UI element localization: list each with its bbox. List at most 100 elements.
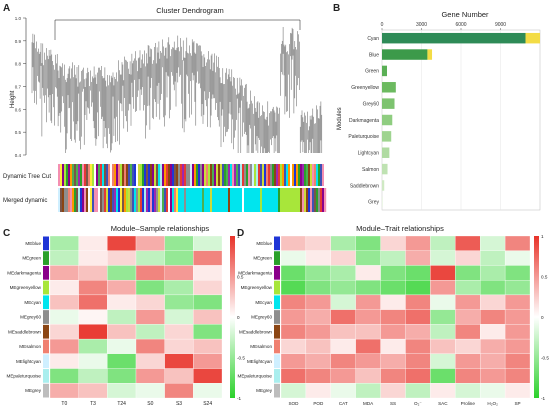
row-color-swatch	[274, 280, 280, 295]
heatmap-cell	[280, 309, 307, 325]
heatmap-cell	[49, 324, 79, 340]
heatmap-cell	[430, 368, 456, 384]
heatmap-cell	[430, 235, 456, 251]
bar-category-label: Saddlebrown	[350, 183, 379, 189]
heatmap-cell	[430, 309, 456, 325]
bar-highlight-cyan	[525, 32, 540, 44]
heatmap-cell	[504, 383, 531, 399]
bar-green	[382, 65, 388, 77]
heatmap-cell	[305, 250, 331, 266]
column-label: T24	[117, 401, 126, 407]
heatmap-cell	[107, 383, 137, 399]
heatmap-cell	[49, 280, 79, 296]
bar-paleturquoise	[382, 131, 392, 142]
heatmap-cell	[49, 338, 79, 354]
dendro-ytick-label: 1.0	[15, 16, 22, 21]
row-label: MEpaleturquoise	[238, 374, 273, 379]
heatmap-cell	[164, 338, 194, 354]
heatmap-cell	[405, 383, 431, 399]
colorbar-tick-label: 0.5	[541, 274, 548, 279]
row-label: MEgrey	[256, 388, 273, 393]
heatmap-cell	[280, 368, 307, 384]
colorbar-tick-label: -1	[541, 396, 546, 401]
heatmap-cell	[107, 309, 137, 325]
bar-salmon	[382, 163, 388, 175]
dendro-ytick-label: 0.6	[15, 107, 22, 112]
row-color-swatch	[43, 383, 49, 398]
heatmap-cell	[430, 383, 456, 399]
heatmap-cell	[455, 368, 481, 384]
heatmap-cell	[504, 280, 531, 296]
heatmap-cell	[49, 235, 79, 251]
heatmap-cell	[504, 338, 531, 354]
column-label: MDA	[363, 401, 374, 406]
heatmap-cell	[330, 368, 356, 384]
column-label: T0	[61, 401, 67, 407]
heatmap-cell	[78, 353, 108, 369]
heatmap-cell	[430, 324, 456, 340]
panel-c-title: Module–Sample relationships	[110, 224, 210, 233]
heatmap-cell	[305, 309, 331, 325]
bar-blue	[382, 49, 428, 60]
heatmap-cell	[330, 324, 356, 340]
heatmap-cell	[305, 265, 331, 281]
heatmap-cell	[305, 353, 331, 369]
heatmap-cell	[355, 368, 381, 384]
heatmap-cell	[107, 265, 137, 281]
heatmap-cell	[430, 265, 456, 281]
panel-b-title: Gene Number	[441, 10, 489, 19]
row-color-swatch	[274, 354, 280, 369]
heatmap-cell	[193, 265, 223, 281]
heatmap-cell	[480, 280, 506, 296]
panel-b-letter: B	[333, 3, 341, 14]
heatmap-cell	[78, 235, 108, 251]
colorbar-tick-label: 0.5	[237, 274, 244, 279]
bar-grey	[382, 196, 383, 208]
bar-category-label: Blue	[369, 52, 379, 58]
panel-d-title: Module–Trait relationships	[356, 224, 444, 233]
heatmap-cell	[164, 294, 194, 310]
heatmap-cell	[455, 324, 481, 340]
row-color-swatch	[43, 236, 49, 251]
row-color-swatch	[274, 265, 280, 280]
row-label: MEdarkmagenta	[238, 270, 272, 275]
heatmap-cell	[280, 383, 307, 399]
dendro-ytick-label: 0.4	[15, 153, 22, 158]
heatmap-cell	[193, 368, 223, 384]
row-color-swatch	[43, 265, 49, 280]
row-color-swatch	[274, 339, 280, 354]
bar-category-label: Salmon	[362, 167, 379, 173]
heatmap-cell	[330, 280, 356, 296]
heatmap-cell	[107, 235, 137, 251]
heatmap-cell	[330, 309, 356, 325]
bar-category-label: Darkmagenta	[349, 118, 379, 124]
heatmap-cell	[107, 294, 137, 310]
colorbar	[230, 236, 235, 398]
heatmap-cell	[135, 368, 165, 384]
heatmap-cell	[330, 338, 356, 354]
bar-category-label: Greenyellow	[351, 85, 379, 91]
heatmap-cell	[193, 383, 223, 399]
bar-grey60	[382, 98, 395, 109]
heatmap-cell	[455, 265, 481, 281]
heatmap-cell	[280, 338, 307, 354]
heatmap-cell	[135, 353, 165, 369]
heatmap-cell	[504, 368, 531, 384]
row-color-swatch	[274, 369, 280, 383]
row-label: MEgreenyellow	[241, 285, 273, 290]
heatmap-cell	[380, 353, 406, 369]
heatmap-cell	[480, 324, 506, 340]
heatmap-cell	[305, 294, 331, 310]
heatmap-cell	[480, 235, 506, 251]
heatmap-cell	[455, 294, 481, 310]
heatmap-cell	[355, 250, 381, 266]
heatmap-cell	[78, 383, 108, 399]
heatmap-cell	[78, 280, 108, 296]
heatmap-cell	[135, 280, 165, 296]
heatmap-cell	[380, 235, 406, 251]
heatmap-cell	[355, 265, 381, 281]
panel-a-letter: A	[3, 3, 11, 14]
heatmap-cell	[355, 235, 381, 251]
column-label: O₂⁻	[414, 401, 422, 406]
heatmap-cell	[430, 353, 456, 369]
